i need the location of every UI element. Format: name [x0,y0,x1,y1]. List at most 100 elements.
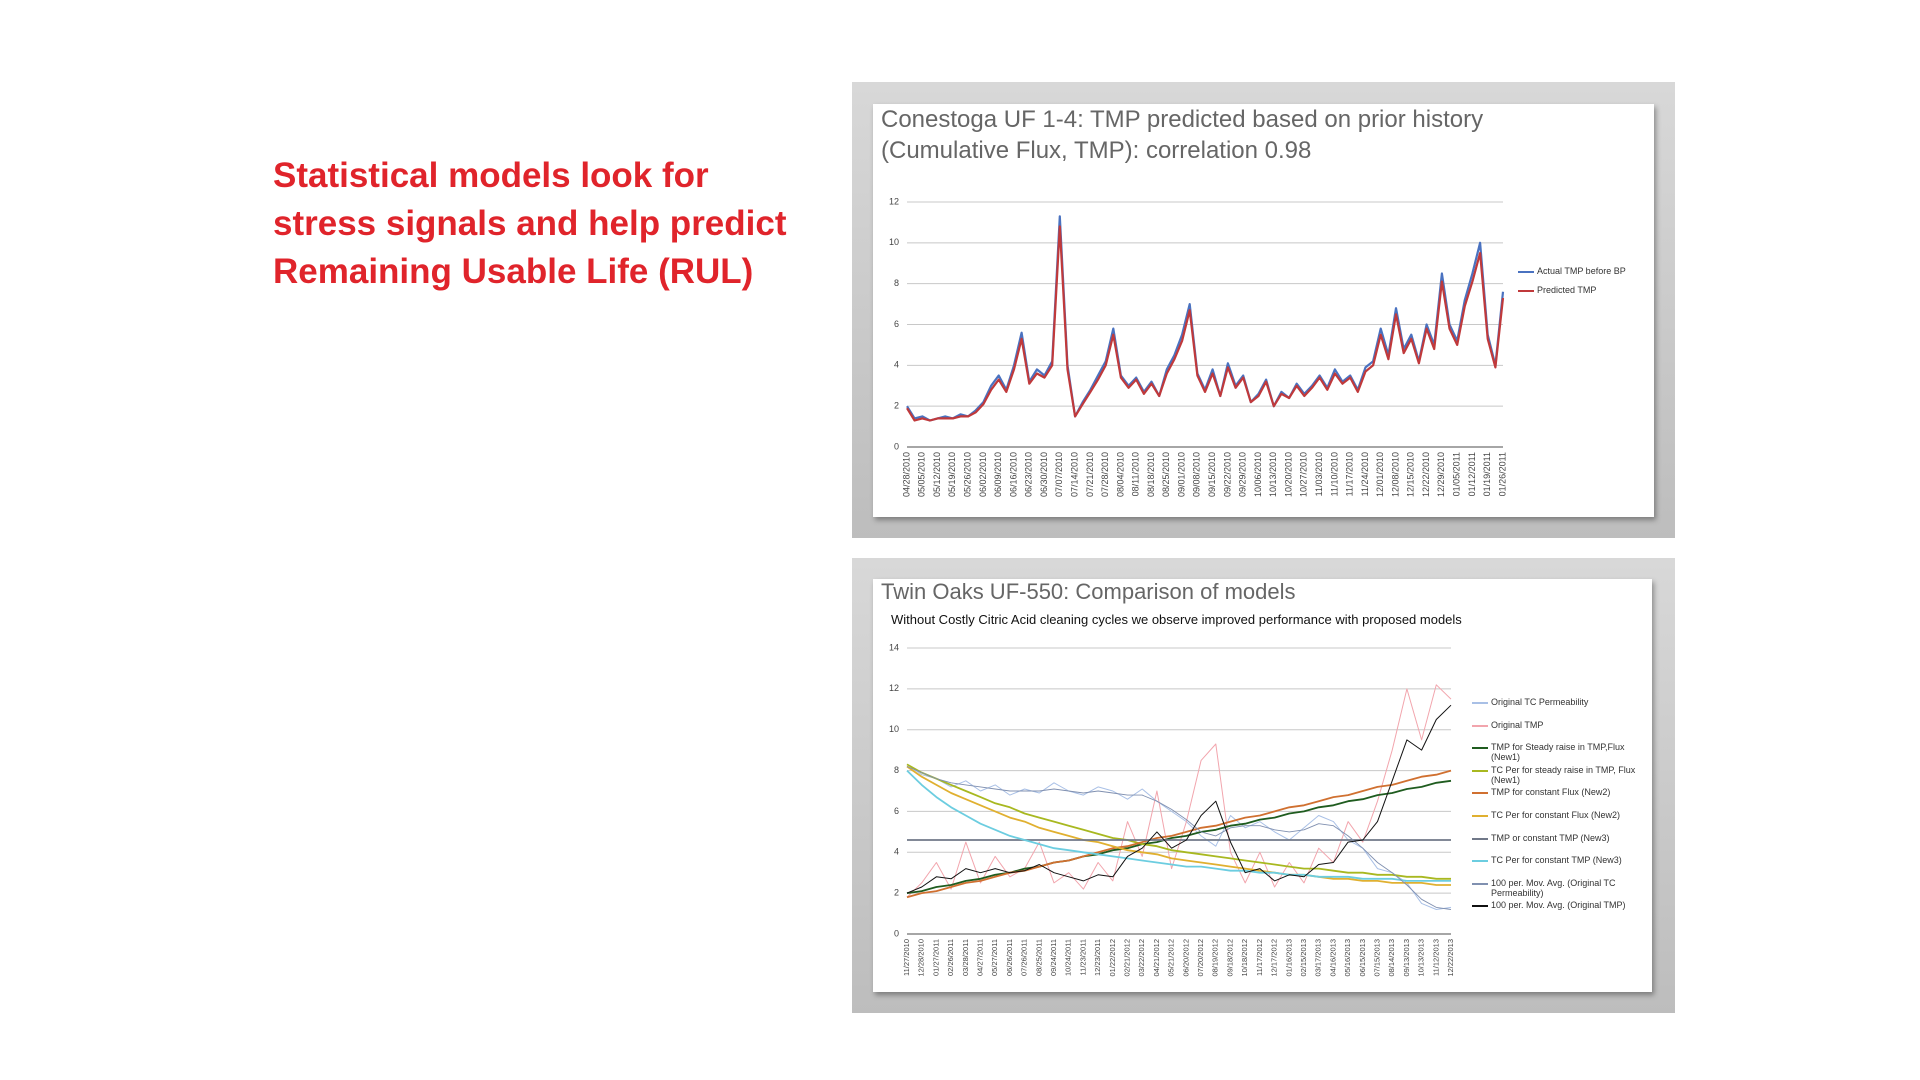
legend-label: TMP for constant Flux (New2) [1491,787,1611,798]
x-tick-label: 09/24/2011 [1049,939,1058,976]
y-tick-label: 2 [894,888,899,898]
x-tick-label: 06/20/2012 [1181,939,1190,977]
x-tick-label: 12/08/2010 [1390,452,1400,497]
chart-panel: Twin Oaks UF-550: Comparison of models W… [873,579,1652,992]
x-tick-label: 04/21/2012 [1152,939,1161,977]
legend-swatch [1518,271,1534,273]
legend-item: 100 per. Mov. Avg. (Original TMP) [1472,900,1648,910]
x-tick-label: 03/28/2011 [961,939,970,976]
legend-label: Original TC Permeability [1491,697,1589,707]
chart-panel: Conestoga UF 1-4: TMP predicted based on… [873,104,1654,517]
x-tick-label: 01/22/2012 [1108,939,1117,977]
x-tick-label: 01/26/2011 [1497,452,1507,496]
legend-item: TC Per for steady raise in TMP, Flux (Ne… [1472,765,1648,785]
legend-swatch [1472,792,1488,795]
x-tick-label: 12/28/2010 [917,939,926,977]
y-tick-label: 10 [889,724,899,734]
legend-item: TMP for constant Flux (New2) [1472,787,1648,797]
x-tick-label: 12/29/2010 [1436,452,1446,497]
y-tick-label: 6 [894,319,899,329]
x-tick-label: 10/06/2010 [1253,452,1263,497]
series-line [906,763,1452,910]
x-tick-label: 06/15/2013 [1358,939,1367,977]
y-tick-label: 8 [894,765,899,775]
legend-item: 100 per. Mov. Avg. (Original TC Permeabi… [1472,878,1648,898]
x-tick-label: 07/14/2010 [1069,452,1079,497]
series-line [906,765,1451,886]
x-tick-label: 05/26/2010 [963,452,973,497]
y-tick-label: 12 [889,683,899,693]
legend-item: Actual TMP before BP [1518,266,1654,276]
legend-swatch [1472,702,1488,704]
x-tick-label: 05/21/2012 [1167,939,1176,977]
y-tick-label: 0 [894,441,899,451]
x-tick-label: 12/22/2010 [1421,452,1431,497]
series-line [906,769,1452,899]
y-tick-label: 2 [894,401,899,411]
legend-item: TC Per for constant Flux (New2) [1472,810,1648,820]
x-tick-label: 06/30/2010 [1039,452,1049,497]
legend-label: Original TMP [1491,719,1544,730]
chart: 0 2 4 6 8 10 12 04/28/2010 05/05/2010 05/12/2010 0… [889,196,1507,497]
x-tick-label: 02/21/2012 [1123,939,1132,977]
x-tick-label: 06/26/2011 [1005,939,1014,976]
legend-swatch [1472,724,1488,727]
x-tick-label: 05/16/2013 [1343,939,1352,977]
legend-swatch [1518,290,1534,292]
legend-item: Predicted TMP [1518,285,1654,295]
legend-item: Original TMP [1472,720,1648,730]
x-tick-label: 01/16/2013 [1284,939,1293,977]
x-tick-label: 07/28/2010 [1100,452,1110,497]
x-tick-label: 08/18/2010 [1146,452,1156,497]
legend-swatch [1472,860,1488,863]
y-tick-label: 12 [889,196,899,206]
legend-swatch [1472,837,1488,840]
x-tick-label: 05/27/2011 [990,939,999,976]
x-tick-label: 11/12/2013 [1431,939,1440,976]
chart-title: Twin Oaks UF-550: Comparison of models [881,579,1296,604]
x-tick-label: 06/23/2010 [1024,452,1034,497]
y-tick-label: 0 [894,928,899,938]
chart-title: Conestoga UF 1-4: TMP predicted based on… [881,106,1484,164]
x-tick-label: 12/22/2013 [1446,939,1455,977]
x-tick-label: 11/17/2010 [1345,452,1355,496]
x-tick-label: 07/20/2012 [1196,939,1205,977]
x-tick-label: 03/17/2013 [1314,939,1323,977]
series-line [906,704,1452,894]
legend-swatch [1472,747,1488,750]
x-tick-label: 09/01/2010 [1176,452,1186,497]
y-tick-label: 14 [889,642,899,652]
slide-text: Statistical models look for stress signa… [273,156,787,291]
legend-label: TMP or constant TMP (New3) [1491,832,1610,843]
legend-label: Actual TMP before BP [1537,266,1626,276]
y-tick-label: 4 [894,360,899,370]
series-line [906,225,1505,422]
x-tick-label: 10/24/2011 [1064,939,1073,976]
x-tick-label: 10/18/2012 [1240,939,1249,977]
x-tick-label: 11/24/2010 [1360,452,1370,496]
x-tick-label: 01/27/2011 [931,939,940,976]
legend-item: TC Per for constant TMP (New3) [1472,855,1648,865]
legend-label: TMP for Steady raise in TMP,Flux (New1) [1491,742,1625,763]
x-tick-label: 02/15/2013 [1299,939,1308,977]
x-tick-label: 09/29/2010 [1238,452,1248,497]
x-tick-label: 10/20/2010 [1283,452,1293,497]
x-tick-label: 08/25/2011 [1034,939,1043,976]
x-tick-label: 09/13/2013 [1402,939,1411,977]
legend-swatch [1472,882,1488,885]
x-tick-label: 08/11/2010 [1131,452,1141,496]
series-line [906,763,1451,880]
series-line [906,779,1452,894]
x-tick-label: 04/27/2011 [975,939,984,976]
x-tick-label: 12/01/2010 [1375,452,1385,497]
x-tick-label: 09/15/2010 [1207,452,1217,497]
x-tick-label: 10/27/2010 [1299,452,1309,497]
x-tick-label: 10/13/2010 [1268,452,1278,497]
legend-label: TC Per for steady raise in TMP, Flux (Ne… [1491,764,1636,785]
x-tick-label: 09/18/2012 [1225,939,1234,977]
x-tick-label: 08/19/2012 [1211,939,1220,977]
x-tick-label: 07/21/2010 [1085,452,1095,497]
legend-item: TMP for Steady raise in TMP,Flux (New1) [1472,742,1648,762]
x-tick-label: 02/26/2011 [946,939,955,976]
